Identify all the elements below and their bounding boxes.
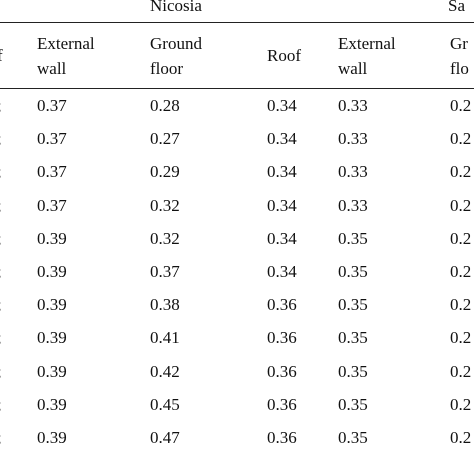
cell-roof-fragment-row-8: ; — [0, 326, 2, 350]
header-roof: Roof — [267, 46, 301, 65]
cell-roof-fragment-row-1: ; — [0, 94, 2, 118]
cell-roof-fragment-row-3: ; — [0, 160, 2, 184]
cell-external-wall-2-row-7: 0.35 — [338, 295, 368, 315]
cell-ground-floor-2-row-2: 0.2 — [450, 129, 472, 149]
cell-ground-floor-2-row-7: 0.2 — [450, 295, 472, 315]
cell-ground-floor-row-1: 0.28 — [150, 96, 180, 115]
header-ground-floor-2-line2: flo — [450, 59, 469, 78]
cell-external-wall-2-row-2: 0.33 — [338, 129, 368, 149]
header-external-wall-2-line1: External — [338, 34, 396, 53]
cell-ground-floor-2-row-4: 0.2 — [450, 195, 472, 215]
cell-roof-fragment-row-9: ; — [0, 360, 2, 384]
cell-ground-floor-row-6: 0.37 — [150, 262, 180, 281]
header-external-wall-line1: External — [37, 34, 95, 53]
cell-external-wall-2-row-9: 0.35 — [338, 361, 368, 381]
cell-ground-floor-2-row-9: 0.2 — [450, 361, 472, 381]
cell-ground-floor-row-7: 0.38 — [150, 295, 180, 315]
cell-ground-floor-row-5: 0.32 — [150, 228, 180, 248]
cell-roof-row-3: 0.34 — [267, 162, 297, 182]
cell-external-wall-2-row-8: 0.35 — [338, 328, 368, 348]
cell-ground-floor-2-row-6: 0.2 — [450, 262, 472, 281]
cell-roof-row-8: 0.36 — [267, 328, 297, 348]
cell-external-wall-row-6: 0.39 — [37, 262, 67, 281]
header-rule — [0, 88, 474, 89]
cell-roof-row-11: 0.36 — [267, 428, 297, 447]
cell-external-wall-row-7: 0.39 — [37, 295, 67, 315]
cell-ground-floor-row-8: 0.41 — [150, 328, 180, 348]
cell-external-wall-2-row-1: 0.33 — [338, 96, 368, 115]
cell-ground-floor-row-9: 0.42 — [150, 361, 180, 381]
group-header-rule — [0, 22, 474, 23]
cell-external-wall-row-1: 0.37 — [37, 96, 67, 115]
group-header-second-city: Sa — [448, 0, 465, 15]
cell-roof-row-5: 0.34 — [267, 228, 297, 248]
group-header-nicosia: Nicosia — [150, 0, 202, 15]
header-ground-floor-2-line1: Gr — [450, 34, 468, 53]
cell-external-wall-row-3: 0.37 — [37, 162, 67, 182]
cell-external-wall-row-4: 0.37 — [37, 195, 67, 215]
cell-ground-floor-row-4: 0.32 — [150, 195, 180, 215]
cell-ground-floor-2-row-5: 0.2 — [450, 228, 472, 248]
header-roof-fragment: f — [0, 44, 3, 67]
cell-external-wall-2-row-4: 0.33 — [338, 195, 368, 215]
cell-external-wall-row-10: 0.39 — [37, 394, 67, 414]
cell-roof-fragment-row-4: ; — [0, 194, 2, 218]
cell-roof-fragment-row-2: ; — [0, 127, 2, 151]
cell-roof-row-7: 0.36 — [267, 295, 297, 315]
cell-external-wall-row-2: 0.37 — [37, 129, 67, 149]
cell-roof-fragment-row-5: ; — [0, 227, 2, 251]
cell-ground-floor-row-2: 0.27 — [150, 129, 180, 149]
cell-external-wall-row-5: 0.39 — [37, 228, 67, 248]
cell-ground-floor-row-10: 0.45 — [150, 394, 180, 414]
cell-roof-row-2: 0.34 — [267, 129, 297, 149]
cell-roof-row-1: 0.34 — [267, 96, 297, 115]
cell-roof-row-4: 0.34 — [267, 195, 297, 215]
cell-external-wall-2-row-3: 0.33 — [338, 162, 368, 182]
cell-roof-row-9: 0.36 — [267, 361, 297, 381]
cell-external-wall-2-row-5: 0.35 — [338, 228, 368, 248]
cell-roof-row-10: 0.36 — [267, 394, 297, 414]
header-ground-floor-line2: floor — [150, 59, 184, 78]
cell-roof-fragment-row-6: ; — [0, 260, 2, 284]
cell-external-wall-2-row-10: 0.35 — [338, 394, 368, 414]
cell-ground-floor-2-row-10: 0.2 — [450, 394, 472, 414]
cell-ground-floor-2-row-11: 0.2 — [450, 428, 472, 447]
cell-external-wall-row-9: 0.39 — [37, 361, 67, 381]
header-ground-floor-line1: Ground — [150, 34, 202, 53]
cell-ground-floor-row-3: 0.29 — [150, 162, 180, 182]
cell-ground-floor-2-row-3: 0.2 — [450, 162, 472, 182]
cell-external-wall-row-8: 0.39 — [37, 328, 67, 348]
cell-external-wall-row-11: 0.39 — [37, 428, 67, 447]
cell-ground-floor-2-row-8: 0.2 — [450, 328, 472, 348]
header-external-wall-2-line2: wall — [338, 59, 368, 78]
cell-external-wall-2-row-6: 0.35 — [338, 262, 368, 281]
cell-ground-floor-row-11: 0.47 — [150, 428, 180, 447]
header-external-wall-line2: wall — [37, 59, 67, 78]
cell-roof-fragment-row-11: ; — [0, 426, 2, 450]
cell-external-wall-2-row-11: 0.35 — [338, 428, 368, 447]
cell-ground-floor-2-row-1: 0.2 — [450, 96, 472, 115]
cell-roof-fragment-row-10: ; — [0, 393, 2, 417]
cell-roof-fragment-row-7: ; — [0, 293, 2, 317]
cell-roof-row-6: 0.34 — [267, 262, 297, 281]
